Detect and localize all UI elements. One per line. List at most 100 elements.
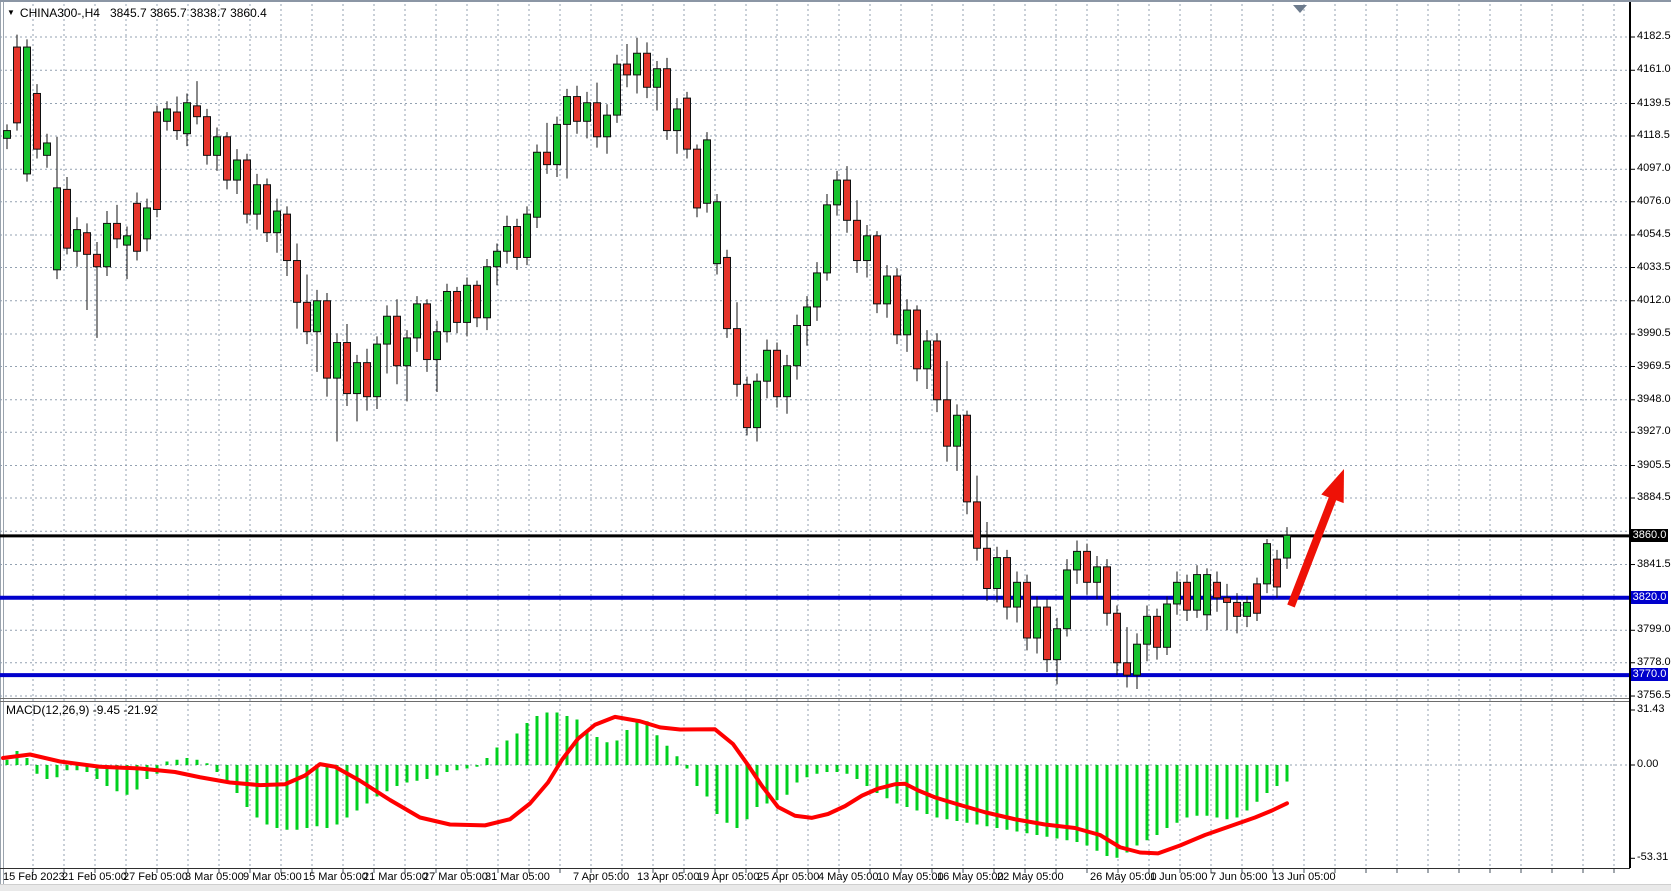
candle-body xyxy=(853,219,861,262)
macd-histogram-bar xyxy=(865,765,869,786)
time-axis-label: 3 Mar 05:00 xyxy=(185,871,244,883)
macd-histogram-bar xyxy=(585,730,589,765)
candle-body xyxy=(623,63,631,76)
macd-histogram-bar xyxy=(925,765,929,814)
candle-body xyxy=(1253,583,1261,614)
macd-histogram-bar xyxy=(35,765,39,774)
candle-body xyxy=(1233,601,1241,617)
candle-body xyxy=(1263,543,1271,585)
macd-histogram-bar xyxy=(1115,765,1119,858)
candle-body xyxy=(1023,581,1031,639)
candle-body xyxy=(1053,628,1061,661)
candle-body xyxy=(83,232,91,255)
macd-histogram-bar xyxy=(465,765,469,769)
candle-body xyxy=(13,46,21,124)
time-axis-label: 10 May 05:00 xyxy=(877,871,944,883)
macd-histogram-bar xyxy=(935,765,939,818)
macd-histogram-bar xyxy=(125,765,129,795)
macd-histogram-bar xyxy=(355,765,359,811)
candle-body xyxy=(533,151,541,218)
candle-body xyxy=(763,349,771,382)
time-axis-label: 19 Apr 05:00 xyxy=(697,871,760,883)
macd-histogram-bar xyxy=(95,765,99,779)
macd-histogram-bar xyxy=(535,716,539,765)
candle-body xyxy=(1073,550,1081,571)
macd-histogram-bar xyxy=(835,765,839,772)
candle-body xyxy=(693,148,701,209)
candle-body xyxy=(1003,557,1011,608)
macd-histogram-bar xyxy=(945,765,949,820)
candle-body xyxy=(1133,643,1141,676)
price-line-tag: 3820.0 xyxy=(1631,590,1668,604)
macd-histogram-bar xyxy=(1215,765,1219,818)
macd-histogram-bar xyxy=(235,765,239,793)
macd-histogram-bar xyxy=(1175,765,1179,823)
candle-body xyxy=(793,325,801,367)
macd-histogram-bar xyxy=(405,765,409,783)
macd-histogram-bar xyxy=(1025,765,1029,834)
macd-histogram-bar xyxy=(1155,765,1159,835)
macd-histogram-bar xyxy=(625,730,629,765)
macd-histogram-bar xyxy=(45,765,49,779)
macd-histogram-bar xyxy=(555,712,559,765)
candle-body xyxy=(843,179,851,221)
chart-shift-marker-icon xyxy=(1293,5,1307,13)
candle-body xyxy=(933,340,941,401)
candle-body xyxy=(1103,566,1111,614)
price-axis-label: 3905.5 xyxy=(1637,458,1671,471)
macd-histogram-bar xyxy=(1265,765,1269,793)
candle-body xyxy=(1033,606,1041,639)
price-axis-label: 4012.0 xyxy=(1637,293,1671,306)
time-axis-label: 15 Mar 05:00 xyxy=(303,871,368,883)
candle-body xyxy=(253,184,261,215)
time-axis-label: 4 May 05:00 xyxy=(818,871,879,883)
macd-histogram-bar xyxy=(65,765,69,771)
candle-body xyxy=(1203,574,1211,616)
macd-histogram-bar xyxy=(315,765,319,827)
trend-arrow-head xyxy=(1321,469,1344,504)
quote-ohlc-values: 3845.7 3865.7 3838.7 3860.4 xyxy=(109,6,267,20)
macd-histogram-bar xyxy=(635,721,639,765)
time-axis-label: 9 Mar 05:00 xyxy=(243,871,302,883)
candle-body xyxy=(373,343,381,398)
candle-body xyxy=(553,123,561,166)
price-axis-label: 3778.0 xyxy=(1637,655,1671,668)
macd-histogram-bar xyxy=(655,735,659,765)
candle-body xyxy=(403,337,411,367)
candle-body xyxy=(453,290,461,323)
price-axis-label: 4097.0 xyxy=(1637,162,1671,175)
window-left-border-inner xyxy=(3,2,4,891)
macd-histogram-bar xyxy=(855,765,859,779)
macd-histogram-bar xyxy=(875,765,879,793)
candle-body xyxy=(233,159,241,181)
macd-histogram-bar xyxy=(1045,765,1049,837)
candle-body xyxy=(1193,574,1201,611)
candle-body xyxy=(3,130,11,139)
candle-body xyxy=(433,331,441,361)
candle-body xyxy=(363,362,371,398)
candle-body xyxy=(1153,615,1161,648)
macd-histogram-bar xyxy=(165,761,169,765)
macd-histogram-bar xyxy=(1035,765,1039,835)
macd-histogram-bar xyxy=(775,765,779,800)
window-left-border xyxy=(0,2,1,891)
candle-body xyxy=(513,226,521,258)
candle-body xyxy=(983,547,991,590)
macd-histogram-bar xyxy=(685,765,689,769)
candle-body xyxy=(773,349,781,398)
candle-body xyxy=(963,414,971,503)
candle-body xyxy=(213,136,221,156)
candle-body xyxy=(493,250,501,268)
symbol-dropdown-icon[interactable]: ▼ xyxy=(7,8,15,17)
macd-histogram-bar xyxy=(285,765,289,830)
macd-histogram-bar xyxy=(1135,765,1139,846)
macd-histogram-bar xyxy=(1205,765,1209,816)
candle-body xyxy=(713,201,721,265)
price-axis-label: 4118.5 xyxy=(1637,129,1670,141)
macd-histogram-bar xyxy=(1195,765,1199,816)
macd-histogram-bar xyxy=(1255,765,1259,802)
macd-histogram-bar xyxy=(735,765,739,828)
candle-body xyxy=(283,213,291,262)
candle-body xyxy=(423,303,431,361)
